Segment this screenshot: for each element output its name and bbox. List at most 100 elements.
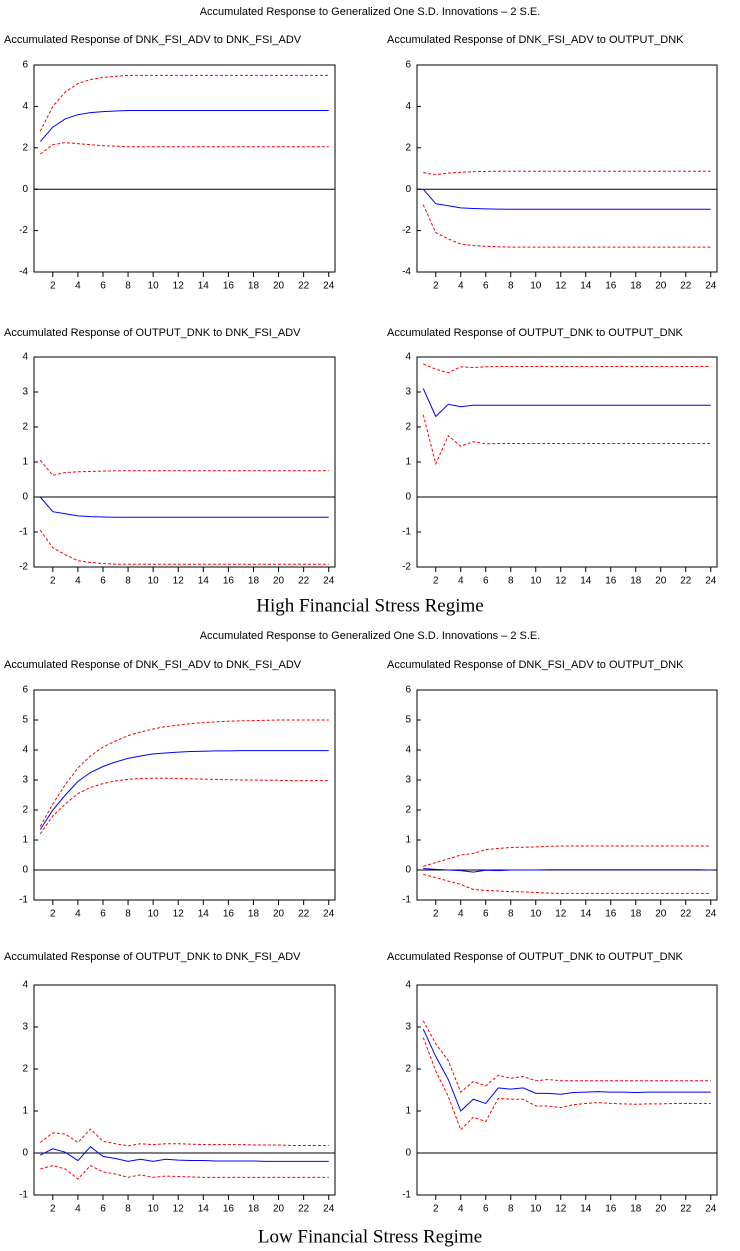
x-tick-label: 2 — [433, 1204, 439, 1215]
x-tick-label: 24 — [323, 281, 335, 292]
y-tick-label: 2 — [405, 422, 411, 433]
y-tick-label: 5 — [22, 715, 28, 726]
x-tick-label: 16 — [605, 281, 617, 292]
x-tick-label: 22 — [298, 281, 310, 292]
y-tick-label: 6 — [22, 685, 28, 696]
x-tick-label: 16 — [223, 1204, 235, 1215]
y-tick-label: 0 — [405, 865, 411, 876]
band-line — [40, 1164, 329, 1180]
band-line — [39, 719, 329, 827]
x-tick-label: 14 — [198, 1204, 210, 1215]
x-tick-label: 22 — [298, 576, 310, 587]
y-tick-label: -1 — [402, 895, 411, 906]
y-tick-label: 1 — [405, 835, 411, 846]
y-tick-label: 2 — [22, 805, 28, 816]
x-tick-label: 20 — [655, 576, 667, 587]
response-line — [39, 750, 329, 830]
x-tick-label: 24 — [323, 909, 335, 920]
y-tick-label: -4 — [19, 267, 28, 278]
x-tick-label: 8 — [508, 1204, 514, 1215]
y-tick-label: 6 — [405, 60, 411, 71]
x-tick-label: 24 — [705, 281, 717, 292]
y-tick-label: 4 — [22, 352, 28, 363]
x-tick-label: 12 — [555, 576, 567, 587]
x-tick-label: 14 — [580, 1204, 592, 1215]
x-tick-label: 24 — [323, 576, 335, 587]
band-line — [39, 74, 329, 132]
y-tick-label: 0 — [22, 1148, 28, 1159]
x-tick-label: 12 — [173, 909, 185, 920]
x-tick-label: 4 — [458, 576, 464, 587]
x-tick-label: 6 — [100, 576, 106, 587]
chart-title: Accumulated Response of OUTPUT_DNK to DN… — [4, 327, 301, 339]
x-tick-label: 6 — [100, 909, 106, 920]
x-tick-label: 4 — [75, 1204, 81, 1215]
response-line — [40, 1146, 329, 1162]
y-tick-label: -2 — [19, 225, 28, 236]
y-tick-label: 4 — [405, 980, 411, 991]
x-tick-label: 8 — [125, 281, 131, 292]
x-tick-label: 18 — [630, 281, 642, 292]
y-tick-label: 2 — [22, 1064, 28, 1075]
x-tick-label: 10 — [148, 576, 160, 587]
panel-caption: Low Financial Stress Regime — [258, 1226, 482, 1247]
x-tick-label: 20 — [273, 909, 285, 920]
chart-title: Accumulated Response of DNK_FSI_ADV to D… — [4, 659, 302, 671]
plot-frame — [33, 689, 336, 901]
x-tick-label: 24 — [705, 576, 717, 587]
x-tick-label: 2 — [433, 909, 439, 920]
band-line — [423, 845, 711, 867]
chart-title: Accumulated Response of DNK_FSI_ADV to O… — [387, 659, 684, 671]
y-tick-label: 3 — [405, 387, 411, 398]
panel-caption: High Financial Stress Regime — [256, 595, 483, 616]
chart-title: Accumulated Response of OUTPUT_DNK to DN… — [4, 951, 301, 963]
y-tick-label: 3 — [22, 775, 28, 786]
y-tick-label: 1 — [405, 457, 411, 468]
band-line — [39, 459, 329, 476]
x-tick-label: 20 — [273, 281, 285, 292]
x-tick-label: 6 — [483, 1204, 489, 1215]
x-tick-label: 12 — [173, 281, 185, 292]
panel-title: Accumulated Response to Generalized One … — [200, 630, 541, 642]
x-tick-label: 20 — [273, 576, 285, 587]
x-tick-label: 22 — [680, 281, 692, 292]
x-tick-label: 18 — [248, 576, 260, 587]
y-tick-label: 6 — [405, 685, 411, 696]
y-tick-label: -1 — [402, 1190, 411, 1201]
x-tick-label: 8 — [125, 1204, 131, 1215]
x-tick-label: 24 — [705, 1204, 717, 1215]
y-tick-label: 0 — [405, 1148, 411, 1159]
x-tick-label: 2 — [50, 909, 56, 920]
x-tick-label: 22 — [680, 1204, 692, 1215]
x-tick-label: 16 — [223, 576, 235, 587]
x-tick-label: 8 — [125, 909, 131, 920]
x-tick-label: 4 — [75, 281, 81, 292]
y-tick-label: 2 — [405, 142, 411, 153]
response-line — [422, 188, 711, 210]
x-tick-label: 2 — [50, 1204, 56, 1215]
x-tick-label: 24 — [323, 1204, 335, 1215]
y-tick-label: -2 — [19, 562, 28, 573]
x-tick-label: 6 — [100, 281, 106, 292]
x-tick-label: 18 — [630, 1204, 642, 1215]
x-tick-label: 22 — [680, 576, 692, 587]
x-tick-label: 20 — [655, 909, 667, 920]
y-tick-label: 6 — [22, 60, 28, 71]
x-tick-label: 16 — [223, 281, 235, 292]
y-tick-label: 3 — [405, 775, 411, 786]
y-tick-label: 0 — [405, 492, 411, 503]
y-tick-label: 0 — [405, 184, 411, 195]
x-tick-label: 20 — [273, 1204, 285, 1215]
band-line — [422, 1020, 711, 1093]
y-tick-label: 2 — [22, 422, 28, 433]
x-tick-label: 16 — [605, 576, 617, 587]
band-line — [423, 170, 711, 176]
x-tick-label: 8 — [508, 576, 514, 587]
x-tick-label: 12 — [555, 281, 567, 292]
panel-title: Accumulated Response to Generalized One … — [200, 6, 541, 18]
y-tick-label: -1 — [19, 527, 28, 538]
x-tick-label: 22 — [680, 909, 692, 920]
plot-frame — [33, 984, 336, 1196]
x-tick-label: 10 — [148, 281, 160, 292]
